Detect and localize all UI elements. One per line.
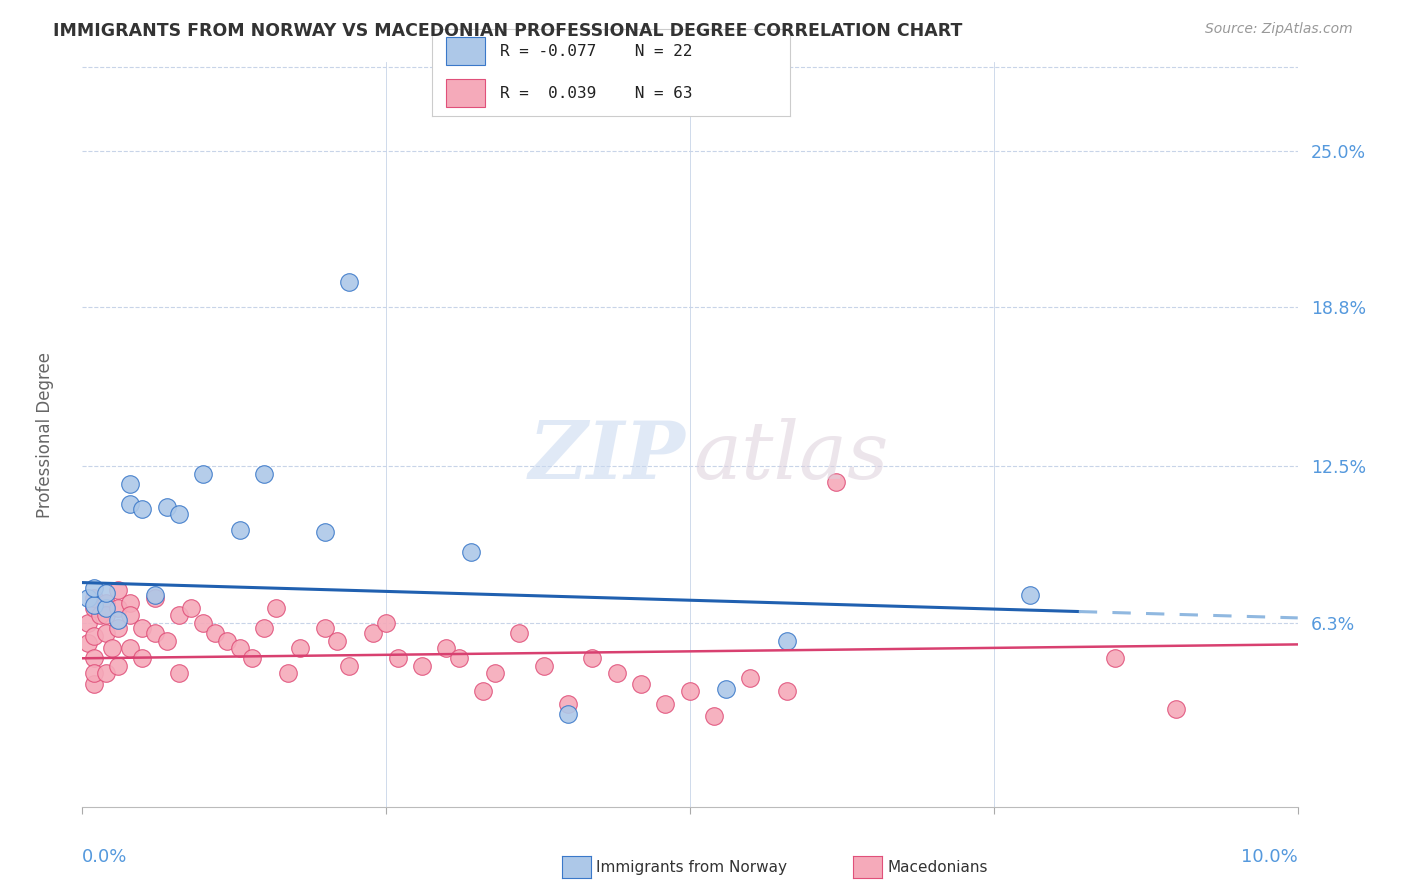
- Point: [107, 658, 129, 673]
- Text: R =  0.039    N = 63: R = 0.039 N = 63: [499, 86, 692, 101]
- Point: [191, 467, 215, 481]
- Point: [83, 600, 105, 615]
- Point: [83, 591, 105, 605]
- Point: [277, 666, 299, 681]
- Point: [180, 600, 202, 615]
- Point: [337, 658, 360, 673]
- Text: Professional Degree: Professional Degree: [37, 351, 53, 518]
- Point: [217, 633, 239, 648]
- Point: [131, 621, 153, 635]
- Point: [484, 666, 506, 681]
- Point: [120, 641, 142, 656]
- Point: [290, 641, 312, 656]
- Point: [436, 641, 458, 656]
- Point: [471, 684, 494, 698]
- Point: [120, 596, 142, 610]
- Point: [557, 706, 579, 721]
- Point: [264, 600, 287, 615]
- Point: [776, 633, 799, 648]
- Text: R = -0.077    N = 22: R = -0.077 N = 22: [499, 44, 692, 59]
- Point: [581, 651, 603, 665]
- Point: [447, 651, 470, 665]
- Point: [314, 621, 336, 635]
- Point: [83, 666, 105, 681]
- Point: [156, 500, 179, 514]
- Point: [101, 641, 124, 656]
- Point: [94, 596, 117, 610]
- Point: [83, 599, 105, 613]
- Point: [120, 477, 142, 491]
- Point: [630, 676, 652, 690]
- Point: [703, 709, 725, 723]
- Text: Immigrants from Norway: Immigrants from Norway: [596, 860, 787, 874]
- Point: [204, 626, 226, 640]
- Point: [94, 585, 117, 599]
- Point: [240, 651, 263, 665]
- Point: [94, 626, 117, 640]
- Bar: [446, 37, 485, 65]
- Point: [337, 275, 360, 289]
- Text: 10.0%: 10.0%: [1241, 848, 1298, 866]
- Point: [1166, 702, 1188, 716]
- Point: [143, 591, 166, 605]
- Point: [83, 581, 105, 595]
- Point: [94, 666, 117, 681]
- Point: [387, 651, 409, 665]
- Point: [411, 658, 433, 673]
- Point: [326, 633, 349, 648]
- Point: [654, 697, 676, 711]
- Point: [107, 621, 129, 635]
- Point: [76, 615, 98, 630]
- Bar: [446, 79, 485, 107]
- Point: [374, 615, 396, 630]
- Point: [89, 608, 111, 623]
- Point: [253, 621, 276, 635]
- Point: [143, 626, 166, 640]
- Point: [363, 626, 385, 640]
- Point: [143, 588, 166, 602]
- Text: Source: ZipAtlas.com: Source: ZipAtlas.com: [1205, 22, 1353, 37]
- Point: [107, 614, 129, 628]
- Point: [167, 508, 190, 522]
- Point: [533, 658, 555, 673]
- Point: [714, 681, 737, 696]
- Point: [228, 523, 250, 537]
- Point: [314, 524, 336, 539]
- Point: [131, 502, 153, 516]
- Point: [508, 626, 530, 640]
- Point: [1104, 651, 1126, 665]
- Point: [83, 629, 105, 643]
- Text: atlas: atlas: [693, 418, 889, 496]
- Text: ZIP: ZIP: [529, 418, 686, 496]
- Point: [131, 651, 153, 665]
- Point: [167, 666, 190, 681]
- Point: [679, 684, 702, 698]
- Point: [606, 666, 628, 681]
- Text: Macedonians: Macedonians: [887, 860, 987, 874]
- Point: [107, 583, 129, 598]
- Point: [120, 608, 142, 623]
- Point: [107, 600, 129, 615]
- Point: [94, 600, 117, 615]
- Point: [83, 651, 105, 665]
- Point: [228, 641, 250, 656]
- Point: [156, 633, 179, 648]
- Point: [253, 467, 276, 481]
- Point: [740, 672, 762, 686]
- Point: [557, 697, 579, 711]
- Point: [94, 608, 117, 623]
- Point: [191, 615, 215, 630]
- Point: [824, 475, 846, 489]
- Point: [76, 636, 98, 650]
- Point: [460, 545, 482, 559]
- Text: 0.0%: 0.0%: [82, 848, 127, 866]
- Point: [83, 676, 105, 690]
- Point: [776, 684, 799, 698]
- Point: [120, 497, 142, 511]
- Point: [76, 591, 98, 605]
- Text: IMMIGRANTS FROM NORWAY VS MACEDONIAN PROFESSIONAL DEGREE CORRELATION CHART: IMMIGRANTS FROM NORWAY VS MACEDONIAN PRO…: [53, 22, 963, 40]
- Point: [1019, 588, 1042, 602]
- Point: [167, 608, 190, 623]
